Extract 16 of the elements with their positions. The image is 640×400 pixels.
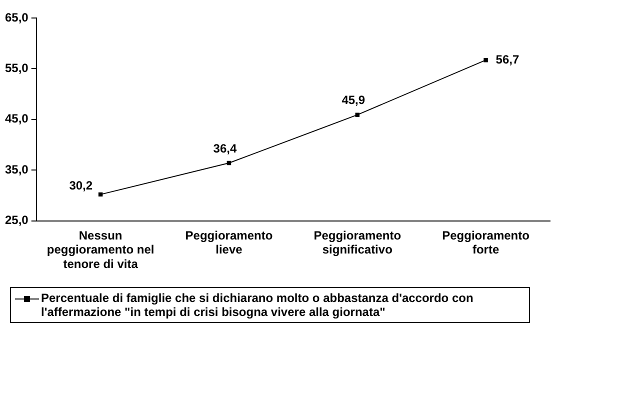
y-tick-label: 25,0 xyxy=(4,213,29,228)
x-tick-label: Peggioramento forte xyxy=(442,228,530,257)
y-tick-label: 45,0 xyxy=(4,112,29,126)
x-tick-label: Peggioramento significativo xyxy=(314,228,402,257)
y-tick-label: 65,0 xyxy=(4,10,29,24)
legend-label: Percentuale di famiglie che si dichiarano molto o abbastanza d'accordo con l'affermazione "in tempi di crisi bisogna vivere alla giornata" xyxy=(41,291,474,319)
point xyxy=(355,112,360,117)
y-tick-label: 55,0 xyxy=(4,61,29,76)
x-tick-label: Peggioramento lieve xyxy=(185,228,273,257)
point xyxy=(484,58,488,62)
x-tick-label: Nessun peggioramento nel tenore di vita xyxy=(46,228,154,272)
y-tick-label: 35,0 xyxy=(4,162,29,176)
data-label: 30,2 xyxy=(69,178,93,193)
data-label: 45,9 xyxy=(342,93,366,108)
data-label: 36,4 xyxy=(213,141,237,156)
data-label: 56,7 xyxy=(496,52,520,66)
